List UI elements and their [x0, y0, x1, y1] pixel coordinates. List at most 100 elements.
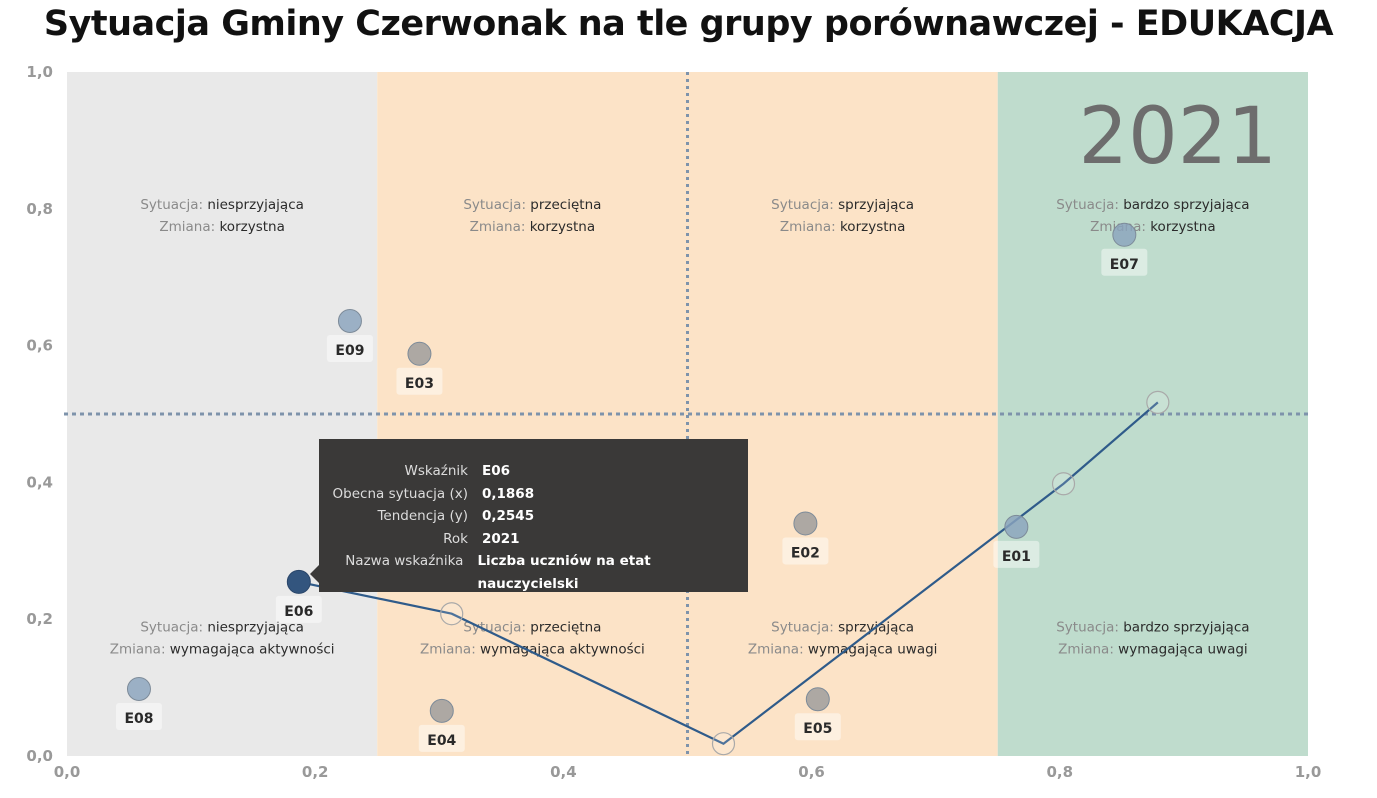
zone-caption-value: niesprzyjająca [207, 197, 304, 213]
zone-caption-key: Sytuacja: [140, 197, 207, 213]
zone-caption-key: Zmiana: [780, 219, 840, 235]
zone-caption-key: Sytuacja: [140, 620, 207, 636]
tooltip-label: Wskaźnik [404, 463, 468, 479]
data-point-e02: E02 [782, 511, 829, 565]
point-marker [805, 687, 830, 712]
point-marker [1112, 222, 1137, 247]
zone-caption-key: Sytuacja: [1056, 620, 1123, 636]
zone-caption-key: Zmiana: [470, 219, 530, 235]
zone-caption: Zmiana: wymagająca aktywności [420, 642, 645, 658]
zone-caption: Sytuacja: niesprzyjająca [140, 197, 304, 213]
zone-caption-key: Zmiana: [1058, 642, 1118, 658]
point-label: E01 [1002, 549, 1031, 565]
point-label: E07 [1110, 257, 1139, 273]
tooltip-value: Liczba uczniów na etat nauczycielski [477, 553, 651, 592]
point-label-bg [275, 595, 322, 623]
point-marker [286, 569, 311, 594]
data-point-e07: E07 [1101, 222, 1148, 276]
point-label-bg [396, 367, 443, 395]
data-point-e09: E09 [326, 308, 373, 362]
zone-caption: Zmiana: wymagająca uwagi [1058, 642, 1248, 658]
tooltip-value: 0,2545 [482, 508, 535, 525]
zone-caption: Zmiana: wymagająca uwagi [748, 642, 938, 658]
zone-caption: Sytuacja: przeciętna [463, 197, 601, 213]
point-label-bg [115, 702, 162, 730]
tooltip-arrow [310, 565, 319, 583]
trend-marker [1051, 472, 1076, 496]
trend-marker [711, 732, 736, 756]
zone-caption-key: Sytuacja: [771, 197, 838, 213]
zone-caption-value: wymagająca uwagi [1118, 642, 1248, 658]
tooltip-label: Obecna sytuacja (x) [332, 485, 468, 502]
tooltip-value: E06 [482, 463, 511, 479]
trend-marker [1146, 390, 1170, 414]
zone-band [67, 72, 378, 756]
data-point-e04: E04 [418, 698, 465, 752]
point-label-bg [993, 540, 1040, 568]
x-tick-label: 0,4 [550, 763, 577, 781]
data-tooltip: Wskaźnik E06 Obecna sytuacja (x) 0,1868 … [310, 439, 748, 592]
zone-caption-key: Sytuacja: [1056, 197, 1123, 213]
zone-caption-key: Zmiana: [110, 642, 170, 658]
trend-line [298, 401, 1159, 745]
x-tick-label: 0,2 [302, 763, 329, 781]
y-tick-label: 0,4 [26, 473, 53, 491]
point-label: E02 [791, 545, 820, 561]
y-tick-label: 1,0 [26, 63, 53, 81]
point-label: E06 [284, 604, 313, 620]
point-label-bg [782, 537, 829, 565]
zone-caption: Zmiana: wymagająca aktywności [110, 642, 335, 658]
zone-caption: Sytuacja: przeciętna [463, 620, 601, 636]
point-label-bg [326, 334, 373, 362]
trend-marker [440, 602, 464, 626]
y-tick-label: 0,2 [26, 610, 53, 628]
point-label: E04 [427, 733, 456, 749]
data-point-e03: E03 [396, 341, 443, 395]
zone-caption: Sytuacja: bardzo sprzyjająca [1056, 620, 1249, 636]
zone-caption: Zmiana: korzystna [1090, 219, 1215, 235]
zone-caption-value: sprzyjająca [838, 197, 914, 213]
tooltip-row-x: Obecna sytuacja (x) 0,1868 [319, 483, 748, 506]
tooltip-row-name: Nazwa wskaźnika Liczba uczniów na etat n… [319, 550, 748, 592]
tooltip-row-indicator: Wskaźnik E06 [319, 460, 748, 483]
point-marker [1004, 514, 1029, 539]
zone-caption-key: Sytuacja: [463, 197, 530, 213]
tooltip-row-y: Tendencja (y) 0,2545 [319, 505, 748, 528]
data-point-e05: E05 [794, 687, 841, 741]
zone-caption-value: korzystna [1150, 219, 1215, 235]
year-label: 2021 [1078, 92, 1277, 182]
point-marker [126, 676, 151, 701]
point-label: E05 [803, 721, 832, 737]
x-tick-label: 0,8 [1047, 763, 1074, 781]
data-point-e08: E08 [115, 676, 162, 730]
zone-caption: Sytuacja: bardzo sprzyjająca [1056, 197, 1249, 213]
data-point-e01: E01 [993, 514, 1040, 568]
y-tick-label: 0,6 [26, 337, 53, 355]
zone-caption-value: wymagająca aktywności [170, 642, 335, 658]
point-label: E09 [335, 343, 364, 359]
zone-caption: Zmiana: korzystna [780, 219, 905, 235]
point-label-bg [1101, 248, 1148, 276]
zone-caption: Zmiana: korzystna [159, 219, 284, 235]
point-marker [793, 511, 818, 536]
zone-caption-key: Sytuacja: [771, 620, 838, 636]
y-tick-label: 0,8 [26, 200, 53, 218]
point-marker [407, 341, 432, 366]
x-tick-label: 0,6 [798, 763, 825, 781]
x-tick-label: 0,0 [54, 763, 81, 781]
zone-caption-key: Zmiana: [159, 219, 219, 235]
zone-caption-value: niesprzyjająca [207, 620, 304, 636]
zone-caption-value: korzystna [219, 219, 284, 235]
point-label-bg [794, 713, 841, 741]
tooltip-label: Tendencja (y) [377, 508, 468, 525]
zone-caption-value: wymagająca aktywności [480, 642, 645, 658]
point-label-bg [418, 724, 465, 752]
point-marker [429, 698, 454, 723]
zone-caption: Sytuacja: niesprzyjająca [140, 620, 304, 636]
zone-caption-key: Sytuacja: [463, 620, 530, 636]
zone-caption-value: korzystna [840, 219, 905, 235]
chart-title: Sytuacja Gminy Czerwonak na tle grupy po… [43, 4, 1334, 44]
point-label: E08 [124, 711, 153, 727]
tooltip-row-year: Rok 2021 [319, 528, 748, 551]
